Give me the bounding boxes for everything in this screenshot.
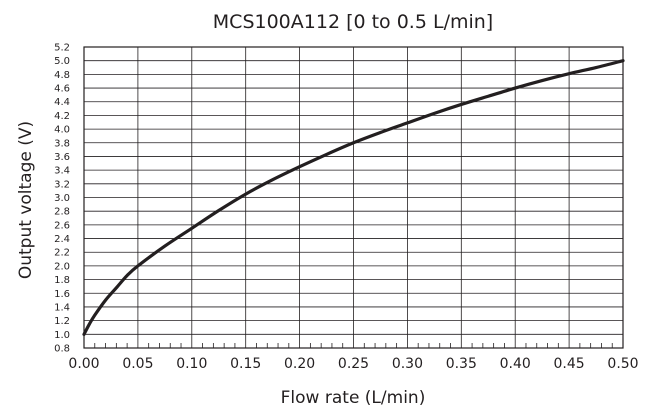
y-tick-label: 5.0 [54, 56, 70, 67]
y-tick-label: 4.6 [54, 84, 70, 95]
y-axis-ticks: 0.8 1.0 1.2 1.4 1.6 1.8 2.0 2.2 2.4 2.6 2.8 3.0 3.2 3… [54, 43, 70, 355]
y-tick-label: 0.8 [54, 344, 70, 355]
y-tick-label: 1.0 [54, 330, 70, 341]
y-tick-label: 1.6 [54, 289, 70, 300]
y-tick-label: 1.4 [54, 302, 70, 313]
y-tick-label: 3.0 [54, 193, 70, 204]
y-tick-label: 3.2 [54, 179, 70, 190]
y-tick-label: 2.4 [54, 234, 70, 245]
y-tick-label: 3.4 [54, 166, 70, 177]
plot-frame [83, 46, 624, 349]
y-axis-label: Output voltage (V) [16, 121, 36, 279]
y-tick-label: 3.8 [54, 138, 70, 149]
grid [83, 46, 624, 349]
x-tick-label: 0.10 [176, 356, 207, 372]
x-tick-label: 0.30 [392, 356, 423, 372]
x-tick-label: 0.50 [607, 356, 638, 372]
x-tick-label: 0.40 [500, 356, 531, 372]
x-axis-ticks: 0.00 0.05 0.10 0.15 0.20 0.25 0.30 0.35 0.40 0.45… [68, 356, 638, 372]
x-tick-label: 0.45 [554, 356, 585, 372]
x-tick-label: 0.20 [284, 356, 315, 372]
x-tick-label: 0.25 [338, 356, 369, 372]
y-tick-label: 2.6 [54, 220, 70, 231]
x-axis-label: Flow rate (L/min) [281, 388, 426, 408]
x-tick-label: 0.15 [230, 356, 261, 372]
x-tick-label: 0.35 [446, 356, 477, 372]
y-tick-label: 1.8 [54, 275, 70, 286]
x-tick-label: 0.00 [68, 356, 99, 372]
x-tick-label: 0.05 [122, 356, 153, 372]
y-tick-label: 4.4 [54, 97, 70, 108]
y-tick-label: 4.2 [54, 111, 70, 122]
y-tick-label: 3.6 [54, 152, 70, 163]
y-tick-label: 4.0 [54, 125, 70, 136]
y-tick-label: 1.2 [54, 316, 70, 327]
y-tick-label: 4.8 [54, 70, 70, 81]
y-tick-label: 2.0 [54, 261, 70, 272]
chart-title: MCS100A112 [0 to 0.5 L/min] [213, 11, 493, 33]
series-line [82, 59, 625, 336]
y-tick-label: 2.2 [54, 248, 70, 259]
y-tick-label: 5.2 [54, 43, 70, 54]
y-tick-label: 2.8 [54, 207, 70, 218]
